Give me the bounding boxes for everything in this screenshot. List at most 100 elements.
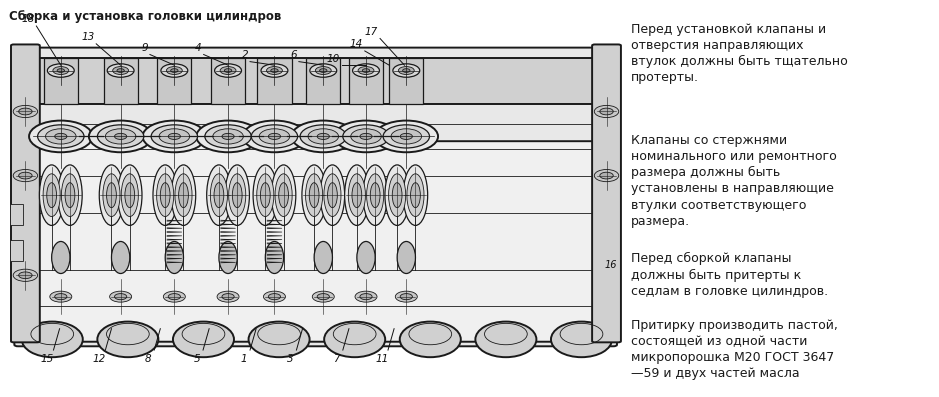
- Ellipse shape: [121, 174, 138, 216]
- Ellipse shape: [214, 183, 223, 208]
- Ellipse shape: [163, 291, 185, 302]
- Ellipse shape: [54, 294, 67, 300]
- Ellipse shape: [397, 241, 415, 274]
- Ellipse shape: [275, 174, 292, 216]
- Ellipse shape: [320, 165, 345, 225]
- Ellipse shape: [363, 165, 388, 225]
- Ellipse shape: [205, 125, 252, 148]
- Ellipse shape: [279, 183, 288, 208]
- Ellipse shape: [210, 174, 227, 216]
- Ellipse shape: [19, 172, 32, 179]
- Ellipse shape: [47, 64, 74, 77]
- Text: 15: 15: [40, 354, 54, 364]
- Ellipse shape: [249, 322, 310, 357]
- Ellipse shape: [389, 174, 406, 216]
- Text: 4: 4: [195, 43, 202, 53]
- Ellipse shape: [46, 129, 76, 144]
- Ellipse shape: [171, 69, 178, 72]
- Ellipse shape: [151, 125, 197, 148]
- Bar: [9, 204, 23, 225]
- Ellipse shape: [317, 294, 330, 300]
- Ellipse shape: [125, 183, 134, 208]
- Text: 9: 9: [142, 43, 148, 53]
- Ellipse shape: [259, 129, 290, 144]
- Ellipse shape: [385, 165, 409, 225]
- Ellipse shape: [305, 174, 323, 216]
- Ellipse shape: [398, 67, 414, 75]
- Text: 1: 1: [240, 354, 247, 364]
- Ellipse shape: [551, 322, 612, 357]
- Ellipse shape: [291, 121, 355, 152]
- Ellipse shape: [352, 64, 379, 77]
- Ellipse shape: [178, 183, 189, 208]
- Bar: [306, 58, 340, 104]
- Ellipse shape: [355, 291, 377, 302]
- Ellipse shape: [207, 165, 231, 225]
- Ellipse shape: [225, 165, 250, 225]
- Ellipse shape: [400, 133, 412, 139]
- Ellipse shape: [351, 129, 381, 144]
- Ellipse shape: [264, 291, 285, 302]
- Text: 10: 10: [327, 54, 340, 64]
- Text: 12: 12: [93, 354, 106, 364]
- Ellipse shape: [366, 174, 384, 216]
- Ellipse shape: [348, 174, 365, 216]
- Text: 7: 7: [333, 354, 340, 364]
- Ellipse shape: [115, 294, 127, 300]
- Ellipse shape: [38, 125, 84, 148]
- Ellipse shape: [334, 121, 398, 152]
- Ellipse shape: [217, 291, 239, 302]
- Ellipse shape: [39, 165, 64, 225]
- FancyBboxPatch shape: [593, 44, 621, 342]
- Bar: [349, 58, 383, 104]
- Ellipse shape: [13, 170, 38, 182]
- Ellipse shape: [103, 174, 120, 216]
- Ellipse shape: [89, 121, 152, 152]
- Ellipse shape: [261, 64, 288, 77]
- Ellipse shape: [232, 183, 242, 208]
- Bar: [20, 58, 612, 104]
- Ellipse shape: [168, 133, 180, 139]
- Ellipse shape: [600, 108, 613, 115]
- Ellipse shape: [352, 183, 362, 208]
- Ellipse shape: [117, 69, 124, 72]
- Ellipse shape: [594, 170, 619, 182]
- Ellipse shape: [61, 174, 79, 216]
- Ellipse shape: [360, 133, 372, 139]
- Ellipse shape: [159, 129, 190, 144]
- FancyBboxPatch shape: [25, 141, 608, 342]
- Ellipse shape: [107, 183, 116, 208]
- Text: 14: 14: [349, 39, 362, 49]
- Ellipse shape: [157, 174, 174, 216]
- Ellipse shape: [22, 322, 83, 357]
- Ellipse shape: [219, 241, 238, 274]
- Ellipse shape: [310, 64, 337, 77]
- Ellipse shape: [196, 121, 260, 152]
- Ellipse shape: [393, 64, 420, 77]
- Text: 6: 6: [290, 50, 297, 60]
- Ellipse shape: [173, 322, 234, 357]
- Ellipse shape: [220, 67, 236, 75]
- Ellipse shape: [594, 105, 619, 118]
- Ellipse shape: [400, 294, 412, 300]
- Ellipse shape: [43, 174, 60, 216]
- Bar: [257, 58, 291, 104]
- Ellipse shape: [267, 67, 283, 75]
- Ellipse shape: [47, 183, 56, 208]
- Ellipse shape: [166, 67, 182, 75]
- Ellipse shape: [242, 121, 306, 152]
- Text: 11: 11: [376, 354, 389, 364]
- Ellipse shape: [271, 165, 296, 225]
- Ellipse shape: [343, 125, 389, 148]
- Ellipse shape: [213, 129, 243, 144]
- Ellipse shape: [324, 174, 341, 216]
- Ellipse shape: [400, 322, 461, 357]
- Ellipse shape: [362, 69, 370, 72]
- Ellipse shape: [54, 133, 67, 139]
- Ellipse shape: [105, 129, 136, 144]
- Ellipse shape: [300, 125, 346, 148]
- Ellipse shape: [316, 67, 331, 75]
- Ellipse shape: [375, 121, 438, 152]
- Text: Сборка и установка головки цилиндров: Сборка и установка головки цилиндров: [8, 10, 281, 23]
- Text: Клапаны со стержнями
номинального или ремонтного
размера должны быть
установлены: Клапаны со стержнями номинального или ре…: [630, 134, 837, 228]
